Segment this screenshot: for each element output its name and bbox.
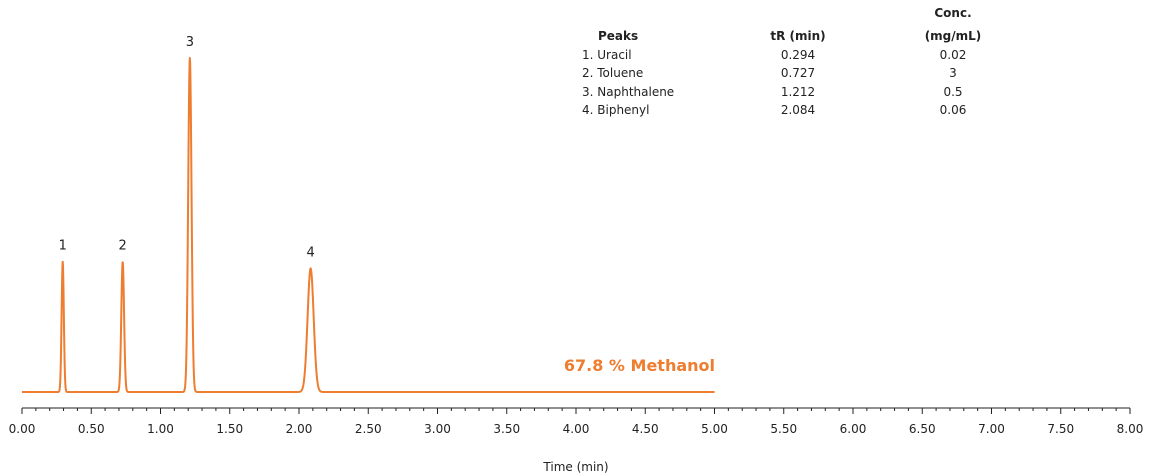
table-row-tr: 0.294	[781, 48, 815, 62]
table-header-conc-line2: (mg/mL)	[925, 29, 982, 43]
x-tick-label: 2.00	[286, 422, 313, 436]
table-row-name: 4. Biphenyl	[582, 103, 649, 117]
x-tick-label: 0.00	[9, 422, 36, 436]
table-row-conc: 0.5	[943, 85, 962, 99]
x-axis: 0.00 0.50 1.00 1.50 2.00 2.50 3.00 3.50 4.00 4.50…	[9, 407, 1144, 436]
peak-label: 3	[186, 35, 194, 50]
table-row-conc: 3	[949, 66, 957, 80]
mobile-phase-annotation: 67.8 % Methanol	[564, 356, 715, 375]
x-tick-label: 2.50	[355, 422, 382, 436]
peak-label: 1	[59, 239, 67, 254]
table-row-conc: 0.02	[940, 48, 967, 62]
trace-area	[21, 57, 716, 393]
table-row-name: 1. Uracil	[582, 48, 632, 62]
x-tick-label: 4.50	[632, 422, 659, 436]
x-tick-label: 0.50	[78, 422, 105, 436]
x-tick-label: 3.50	[493, 422, 520, 436]
peak-label: 2	[119, 239, 127, 254]
table-row-name: 2. Toluene	[582, 66, 643, 80]
table-row-name: 3. Naphthalene	[582, 85, 674, 99]
chromatogram-trace	[21, 57, 716, 393]
x-tick-label: 8.00	[1117, 422, 1144, 436]
x-tick-label: 3.00	[424, 422, 451, 436]
x-tick-label: 4.00	[563, 422, 590, 436]
table-header-conc-line1: Conc.	[934, 6, 971, 20]
x-tick-label: 6.50	[909, 422, 936, 436]
x-tick-label: 1.50	[216, 422, 243, 436]
peak-labels: 1 2 3 4	[59, 35, 315, 260]
table-row-tr: 1.212	[781, 85, 815, 99]
x-tick-label: 7.00	[978, 422, 1005, 436]
table-header-tr: tR (min)	[770, 29, 825, 43]
table-row-conc: 0.06	[940, 103, 967, 117]
table-row-tr: 2.084	[781, 103, 815, 117]
x-tick-label: 7.50	[1047, 422, 1074, 436]
x-tick-label: 5.00	[701, 422, 728, 436]
table-row-tr: 0.727	[781, 66, 815, 80]
peak-table: Conc. Peaks tR (min) (mg/mL) 1. Uracil 0…	[582, 6, 981, 117]
x-tick-label: 6.00	[840, 422, 867, 436]
peak-label: 4	[306, 245, 314, 260]
table-header-peaks: Peaks	[598, 29, 638, 43]
x-tick-label: 5.50	[770, 422, 797, 436]
x-tick-label: 1.00	[147, 422, 174, 436]
x-axis-title: Time (min)	[542, 460, 608, 474]
